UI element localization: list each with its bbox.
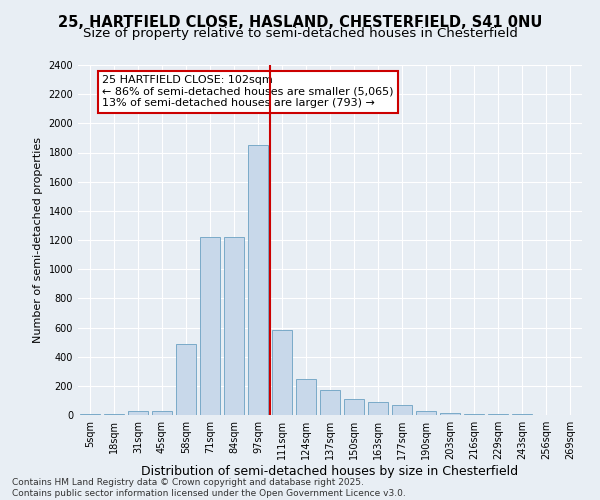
Bar <box>104 414 124 415</box>
Bar <box>200 237 220 415</box>
Text: 25 HARTFIELD CLOSE: 102sqm
← 86% of semi-detached houses are smaller (5,065)
13%: 25 HARTFIELD CLOSE: 102sqm ← 86% of semi… <box>102 75 394 108</box>
Bar <box>344 399 364 415</box>
Text: Contains HM Land Registry data © Crown copyright and database right 2025.
Contai: Contains HM Land Registry data © Crown c… <box>12 478 406 498</box>
Bar <box>176 344 196 415</box>
Bar <box>416 410 436 415</box>
X-axis label: Distribution of semi-detached houses by size in Chesterfield: Distribution of semi-detached houses by … <box>142 465 518 478</box>
Bar <box>368 402 388 415</box>
Bar <box>440 413 460 415</box>
Bar <box>80 414 100 415</box>
Text: Size of property relative to semi-detached houses in Chesterfield: Size of property relative to semi-detach… <box>83 28 517 40</box>
Y-axis label: Number of semi-detached properties: Number of semi-detached properties <box>33 137 43 343</box>
Bar <box>296 378 316 415</box>
Bar <box>272 330 292 415</box>
Bar <box>392 405 412 415</box>
Bar <box>152 412 172 415</box>
Bar <box>224 237 244 415</box>
Bar <box>488 414 508 415</box>
Text: 25, HARTFIELD CLOSE, HASLAND, CHESTERFIELD, S41 0NU: 25, HARTFIELD CLOSE, HASLAND, CHESTERFIE… <box>58 15 542 30</box>
Bar <box>128 412 148 415</box>
Bar <box>320 390 340 415</box>
Bar <box>464 414 484 415</box>
Bar <box>248 145 268 415</box>
Bar <box>512 414 532 415</box>
